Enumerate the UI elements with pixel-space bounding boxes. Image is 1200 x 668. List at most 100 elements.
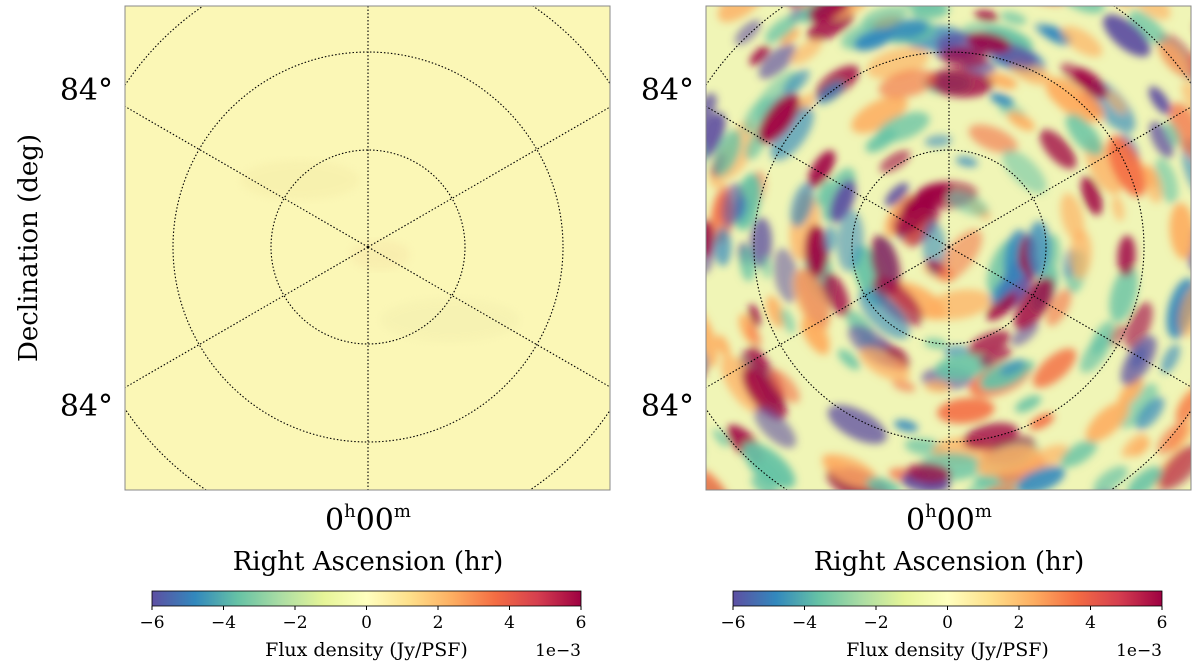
noise-blob (625, 117, 673, 190)
noise-blob (872, 276, 924, 326)
noise-blob (706, 465, 730, 490)
left-panel: 84° 84° 0h00m Right Ascension (hr) Decli… (14, 5, 611, 661)
noise-blob (1160, 344, 1181, 374)
noise-blob (905, 462, 952, 484)
noise-blob (979, 347, 1012, 367)
noise-blob (1070, 88, 1105, 123)
noise-blob (742, 442, 796, 489)
noise-blob (608, 179, 640, 240)
noise-blob (1117, 235, 1136, 277)
right-colorbar-gradient (732, 590, 1163, 607)
noise-blob (1062, 489, 1109, 526)
noise-blob (758, 93, 800, 144)
noise-blob (1093, 465, 1128, 490)
noise-blob (959, 579, 982, 590)
noise-blob (639, 225, 655, 260)
noise-blob (780, 28, 801, 46)
noise-blob (748, 304, 761, 327)
left-map-field (125, 6, 610, 490)
right-noise-blobs (608, 0, 1200, 590)
noise-blob (1121, 433, 1148, 458)
noise-blob (779, 308, 796, 334)
noise-blob (713, 129, 742, 177)
noise-blob (808, 6, 853, 22)
noise-blob (816, 180, 832, 207)
noise-blob (743, 97, 772, 134)
noise-blob (1007, 111, 1035, 131)
noise-blob (937, 397, 995, 424)
noise-blob (769, 369, 800, 404)
noise-blob (1148, 86, 1171, 115)
noise-blob (801, 318, 830, 355)
noise-blob (627, 266, 657, 321)
noise-blob (790, 38, 823, 65)
right-cbar-tick-label: 2 (1014, 613, 1025, 633)
noise-blob (734, 19, 762, 45)
noise-blob (800, 500, 842, 532)
noise-blob (616, 137, 640, 175)
left-cbar-tick-label: 2 (433, 613, 444, 633)
right-dec-tick-upper: 84° (641, 73, 694, 108)
noise-blob (940, 46, 989, 69)
right-dec-tick-lower: 84° (641, 389, 694, 424)
noise-blob (951, 0, 1020, 4)
noise-blob (837, 349, 861, 370)
noise-blob (861, 6, 908, 30)
noise-blob (770, 106, 814, 161)
noise-blob (885, 19, 929, 40)
noise-blob (673, 305, 696, 340)
noise-blob (976, 444, 1040, 477)
noise-blob (827, 404, 887, 444)
noise-blob (706, 219, 714, 258)
noise-blob (748, 345, 768, 373)
noise-blob (745, 0, 812, 6)
noise-blob (644, 235, 659, 269)
noise-blob (1149, 121, 1174, 159)
noise-blob (924, 134, 952, 148)
left-cbar-label: Flux density (Jy/PSF) (265, 639, 468, 661)
noise-blob (1079, 504, 1137, 551)
noise-blob (674, 138, 711, 193)
noise-blob (1157, 422, 1187, 455)
noise-blob (714, 227, 732, 267)
noise-blob (773, 248, 800, 303)
noise-blob (1014, 395, 1042, 413)
noise-blob (1002, 149, 1047, 194)
left-ra-line-diag-1b (125, 246, 369, 389)
noise-blob (1109, 266, 1138, 323)
noise-blob (747, 324, 762, 347)
noise-blob (1079, 335, 1111, 373)
right-cbar-tick-label: −4 (792, 613, 817, 633)
noise-blob (706, 112, 726, 161)
right-cbar-tick-label: 0 (942, 613, 953, 633)
noise-blob (999, 358, 1026, 376)
noise-blob (1191, 18, 1200, 54)
noise-blob (793, 268, 831, 333)
noise-blob (1132, 439, 1151, 457)
noise-blob (1080, 176, 1103, 216)
noise-blob (1126, 6, 1171, 20)
left-x-axis-label: Right Ascension (hr) (233, 547, 504, 577)
noise-blob (1181, 81, 1191, 119)
noise-blob (885, 346, 907, 360)
noise-blob (893, 192, 936, 237)
noise-blob (967, 330, 1011, 356)
noise-blob (706, 309, 718, 368)
noise-blob (989, 93, 1014, 107)
right-cbar-tick-label: −6 (720, 613, 745, 633)
noise-blob (1158, 42, 1189, 76)
noise-blob (766, 295, 785, 328)
noise-blob (713, 428, 730, 448)
right-ra-line-diag-1b (706, 246, 950, 389)
noise-blob (884, 182, 909, 207)
noise-blob (1032, 348, 1077, 388)
right-map-field (608, 0, 1200, 590)
noise-blob (742, 367, 787, 420)
noise-blob (865, 477, 901, 490)
left-cbar-tick-label: 4 (504, 613, 515, 633)
noise-blob (858, 289, 910, 340)
noise-blob (1017, 500, 1083, 546)
right-colorbar-ticks (732, 606, 1163, 610)
noise-blob (1124, 302, 1153, 350)
